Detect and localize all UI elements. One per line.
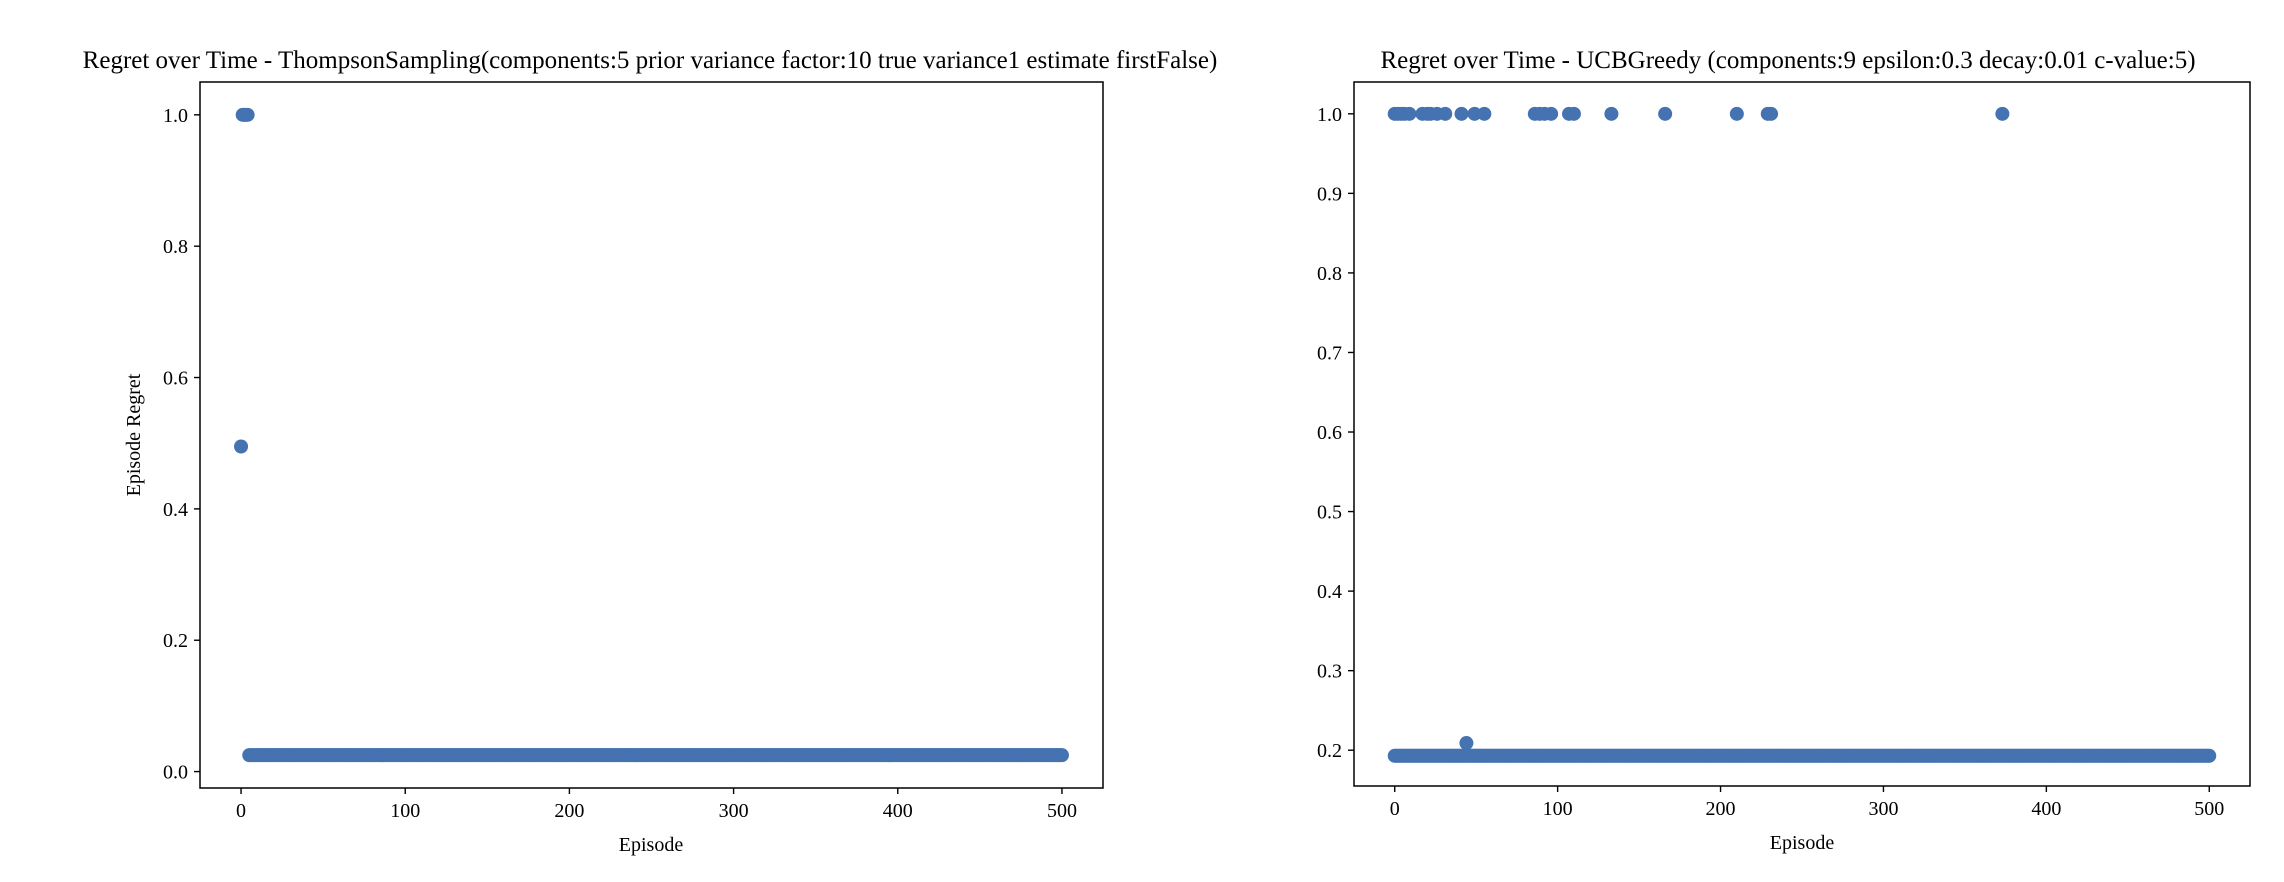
x-tick-label: 400 (2031, 798, 2061, 820)
data-point (2202, 748, 2217, 763)
chart-left-axes-frame (199, 81, 1104, 789)
data-point (1402, 106, 1417, 121)
chart-right-ticks: 0 100 200 300 400 500 0.2 0.3 0.4 0.5 0.6 0.7 0.8 0.9… (1317, 104, 2224, 820)
y-tick-label: 0.5 (1317, 502, 1342, 524)
chart-right-x-label: Episode (1770, 832, 1835, 854)
y-tick-label: 0.6 (1317, 422, 1342, 444)
x-tick-label: 300 (1868, 798, 1898, 820)
chart-left-x-label: Episode (619, 834, 684, 856)
x-tick-label: 500 (1047, 800, 1077, 822)
data-point (1467, 106, 1482, 121)
y-tick-label: 0.2 (1317, 740, 1342, 762)
y-tick-label: 0.4 (163, 499, 188, 521)
data-point (1995, 106, 2010, 121)
data-point (1729, 106, 1744, 121)
chart-left-points (234, 107, 1069, 763)
y-tick-label: 0.8 (163, 236, 188, 258)
x-tick-label: 100 (1543, 798, 1573, 820)
chart-left: Regret over Time - ThompsonSampling(comp… (83, 47, 1218, 856)
data-point (240, 107, 255, 122)
x-tick-label: 200 (554, 800, 584, 822)
data-point (1604, 106, 1619, 121)
chart-left-y-label: Episode Regret (123, 373, 145, 496)
x-tick-label: 200 (1706, 798, 1736, 820)
x-tick-label: 300 (719, 800, 749, 822)
chart-right-points (1387, 106, 2217, 763)
y-tick-label: 1.0 (163, 105, 188, 127)
data-point (1438, 106, 1453, 121)
y-tick-label: 0.8 (1317, 263, 1342, 285)
x-tick-label: 100 (390, 800, 420, 822)
x-tick-label: 0 (1390, 798, 1400, 820)
x-tick-label: 0 (236, 800, 246, 822)
data-point (1054, 748, 1069, 763)
y-tick-label: 0.0 (163, 762, 188, 784)
y-tick-label: 0.2 (163, 630, 188, 652)
y-tick-label: 1.0 (1317, 104, 1342, 126)
y-tick-label: 0.4 (1317, 581, 1342, 603)
data-point (1454, 106, 1469, 121)
data-point (1566, 106, 1581, 121)
data-point (1459, 736, 1474, 751)
y-tick-label: 0.6 (163, 368, 188, 390)
chart-left-ticks: 0 100 200 300 400 500 0.0 0.2 0.4 0.6 0.8 1.0 (163, 105, 1077, 822)
chart-right-title: Regret over Time - UCBGreedy (components… (1380, 47, 2195, 74)
y-tick-label: 0.3 (1317, 661, 1342, 683)
data-point (1544, 106, 1559, 121)
chart-right-axes-frame (1353, 81, 2251, 787)
data-point (1764, 106, 1779, 121)
data-point (1658, 106, 1673, 121)
x-tick-label: 400 (883, 800, 913, 822)
y-tick-label: 0.7 (1317, 342, 1342, 364)
data-point (234, 439, 249, 454)
chart-left-title: Regret over Time - ThompsonSampling(comp… (83, 47, 1218, 74)
data-point (1477, 106, 1492, 121)
x-tick-label: 500 (2194, 798, 2224, 820)
chart-right: Regret over Time - UCBGreedy (components… (1317, 47, 2251, 854)
y-tick-label: 0.9 (1317, 183, 1342, 205)
